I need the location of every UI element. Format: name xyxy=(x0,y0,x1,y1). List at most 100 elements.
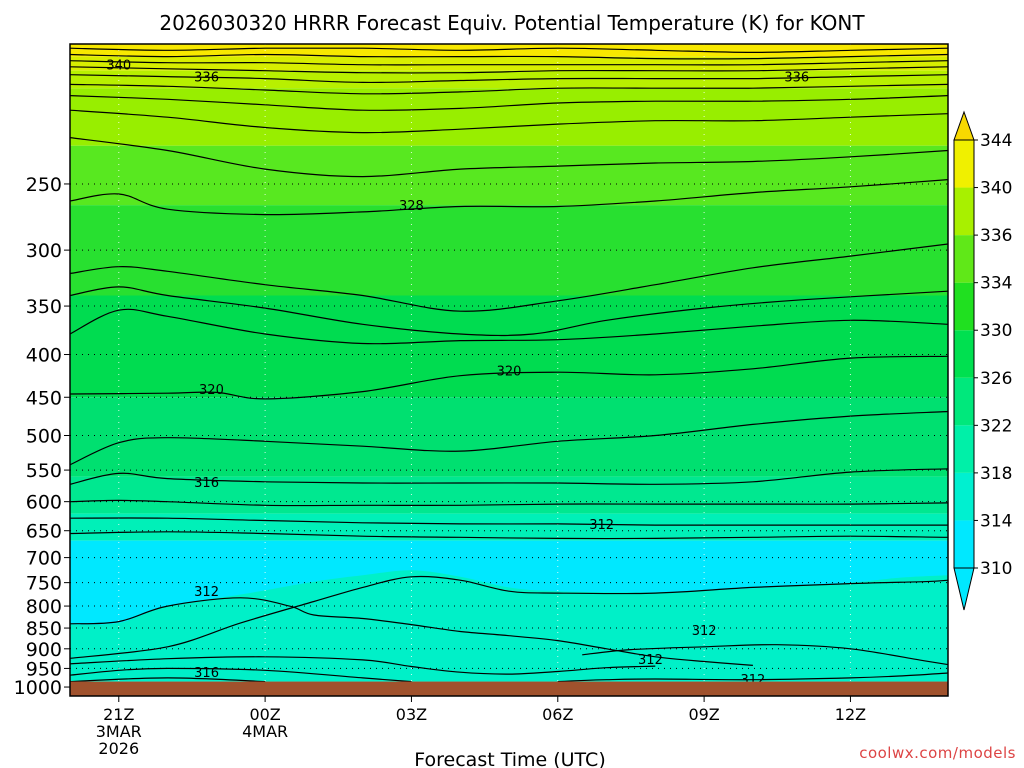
y-tick-label: 900 xyxy=(26,639,62,661)
colorbar-segment xyxy=(954,140,974,188)
x-tick-label: 00Z xyxy=(249,705,280,724)
x-tick-label: 3MAR xyxy=(96,722,142,741)
colorbar-label: 334 xyxy=(980,274,1012,294)
fill-band xyxy=(70,397,948,477)
contour-line xyxy=(70,137,948,178)
y-tick-label: 500 xyxy=(26,425,62,447)
contour-line xyxy=(70,179,948,216)
contour-line xyxy=(70,656,656,675)
y-tick-label: 250 xyxy=(26,174,62,196)
contour-line xyxy=(70,575,948,659)
y-axis: 2503003504004505005506006507007508008509… xyxy=(14,174,70,699)
colorbar: 310 314 318 322 326 330 334 336 340 344 xyxy=(953,110,1012,611)
contour-line xyxy=(70,66,948,74)
colorbar-bottom-arrow xyxy=(953,567,975,611)
contour-line xyxy=(70,677,266,683)
x-tick-label: 09Z xyxy=(688,705,719,724)
colorbar-segment xyxy=(954,282,974,331)
x-tick-label: 03Z xyxy=(396,705,427,724)
contour-label: 320 xyxy=(199,383,224,398)
chart-title: 2026030320 HRRR Forecast Equiv. Potentia… xyxy=(159,11,865,35)
contour-line xyxy=(70,83,948,95)
contour-label: 312 xyxy=(692,624,717,639)
y-tick-label: 550 xyxy=(26,460,62,482)
colorbar-label: 330 xyxy=(980,321,1012,341)
contour-label: 336 xyxy=(784,71,809,86)
x-tick-label: 21Z xyxy=(103,705,134,724)
x-axis-title: Forecast Time (UTC) xyxy=(414,749,605,768)
y-tick-label: 350 xyxy=(26,296,62,318)
fill-band xyxy=(70,295,948,398)
colorbar-segment xyxy=(954,187,974,236)
fill-band xyxy=(70,44,948,57)
contour-label: 316 xyxy=(194,666,219,681)
colorbar-segment xyxy=(954,520,974,568)
colorbar-segment xyxy=(954,425,974,473)
y-tick-label: 1000 xyxy=(14,677,62,699)
y-tick-label: 850 xyxy=(26,618,62,640)
y-tick-label: 800 xyxy=(26,596,62,618)
colorbar-top-arrow xyxy=(953,110,975,141)
y-tick-label: 700 xyxy=(26,548,62,570)
contour-line xyxy=(582,644,948,666)
contour-line xyxy=(70,517,948,526)
y-tick-label: 600 xyxy=(26,492,62,514)
contour-line xyxy=(557,672,948,683)
colorbar-label: 344 xyxy=(980,131,1012,151)
contour-line xyxy=(70,53,948,60)
colorbar-label: 336 xyxy=(980,226,1012,246)
grid-lines xyxy=(70,44,948,696)
x-tick-label: 2026 xyxy=(98,739,139,758)
colorbar-label: 310 xyxy=(980,559,1012,579)
colorbar-segment xyxy=(954,330,974,378)
contour-line xyxy=(70,597,753,666)
contour-label: 336 xyxy=(194,71,219,86)
ground-surface xyxy=(70,681,948,696)
contour-lines xyxy=(70,47,948,683)
colorbar-label: 340 xyxy=(980,179,1012,199)
colorbar-segment xyxy=(954,235,974,283)
y-tick-label: 400 xyxy=(26,345,62,367)
y-tick-label: 750 xyxy=(26,573,62,595)
fill-region-312 xyxy=(70,570,948,682)
x-tick-label: 12Z xyxy=(835,705,866,724)
contour-line xyxy=(70,499,948,507)
y-tick-label: 950 xyxy=(26,658,62,680)
contour-line xyxy=(70,410,948,466)
contour-line xyxy=(70,74,948,84)
contour-line xyxy=(70,308,948,345)
contour-label: 312 xyxy=(194,585,219,600)
contour-line xyxy=(70,243,948,312)
fill-band xyxy=(70,56,948,71)
colorbar-label: 326 xyxy=(980,369,1012,389)
colorbar-segment xyxy=(954,472,974,521)
contour-line xyxy=(70,95,948,111)
contour-line xyxy=(70,47,948,54)
contour-line xyxy=(70,355,948,400)
y-tick-label: 450 xyxy=(26,387,62,409)
x-tick-label: 4MAR xyxy=(242,722,288,741)
contour-label: 312 xyxy=(638,653,663,668)
colorbar-label: 314 xyxy=(980,511,1012,531)
fill-band xyxy=(70,88,948,146)
colorbar-segment xyxy=(954,377,974,426)
fill-band xyxy=(70,145,948,206)
y-tick-label: 650 xyxy=(26,521,62,543)
contour-line xyxy=(70,286,948,337)
contour-line xyxy=(70,109,948,134)
contour-line xyxy=(70,468,948,485)
colorbar-label: 318 xyxy=(980,464,1012,484)
contour-label: 316 xyxy=(194,476,219,491)
contour-label: 312 xyxy=(589,518,614,533)
plot-frame xyxy=(69,43,949,697)
y-tick-label: 300 xyxy=(26,240,62,262)
x-tick-label: 06Z xyxy=(542,705,573,724)
contour-line xyxy=(70,531,948,540)
contour-line xyxy=(70,60,948,66)
colorbar-label: 322 xyxy=(980,416,1012,436)
credit-text: coolwx.com/models xyxy=(859,744,1016,762)
contour-label: 320 xyxy=(497,364,522,379)
contour-label: 340 xyxy=(106,59,131,74)
